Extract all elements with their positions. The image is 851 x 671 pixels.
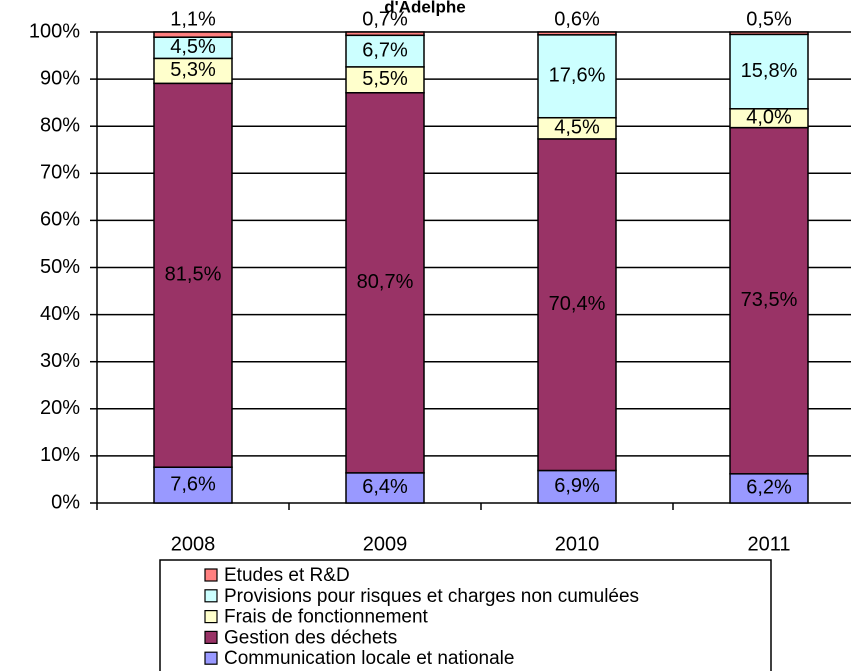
data-label: 6,9% — [554, 475, 600, 497]
data-label: 4,5% — [554, 117, 600, 139]
legend-label: Etudes et R&D — [224, 565, 350, 586]
y-tick-label: 90% — [40, 67, 80, 89]
bar-segment — [153, 466, 233, 504]
y-tick-label: 70% — [40, 162, 80, 184]
y-tick-label: 0% — [51, 491, 80, 513]
x-tick-label: 2011 — [747, 533, 790, 555]
legend-label: Frais de fonctionnement — [224, 607, 429, 628]
bar-segment — [729, 31, 809, 36]
bar-segment — [537, 31, 617, 36]
data-label: 0,7% — [362, 8, 408, 30]
chart-title: d'Adelphe — [384, 0, 466, 16]
data-label: 1,1% — [170, 8, 216, 30]
data-label: 5,5% — [362, 68, 408, 90]
data-label: 17,6% — [549, 65, 606, 87]
legend-swatch — [204, 651, 218, 665]
bar-segment — [153, 82, 233, 468]
legend-label: Communication locale et nationale — [224, 648, 514, 669]
bar-segment — [345, 92, 425, 474]
data-label: 5,3% — [170, 59, 216, 81]
data-label: 6,2% — [746, 477, 792, 499]
y-tick-label: 80% — [40, 114, 80, 136]
bar-segment — [345, 34, 425, 68]
bar-segment — [153, 57, 233, 85]
x-tick-label: 2008 — [171, 533, 216, 555]
y-tick-label: 60% — [40, 209, 80, 231]
data-label: 0,5% — [746, 8, 792, 30]
bar-segment — [345, 31, 425, 37]
data-label: 15,8% — [741, 60, 798, 82]
data-label: 4,0% — [746, 106, 792, 128]
bar-segment — [345, 66, 425, 94]
y-tick-label: 10% — [40, 444, 80, 466]
data-label: 6,4% — [362, 476, 408, 498]
y-tick-label: 40% — [40, 303, 80, 325]
legend-label: Gestion des déchets — [224, 627, 397, 648]
y-tick-label: 20% — [40, 397, 80, 419]
y-tick-label: 100% — [29, 20, 80, 42]
legend-swatch — [204, 630, 218, 645]
legend-label: Provisions pour risques et charges non c… — [224, 586, 639, 607]
data-label: 81,5% — [165, 264, 222, 286]
bar-segment — [537, 469, 617, 504]
y-tick-label: 30% — [40, 350, 80, 372]
legend-swatch — [204, 568, 218, 582]
legend-swatch — [204, 609, 218, 624]
bar-segment — [537, 34, 617, 119]
legend-swatch — [204, 589, 218, 603]
bar-segment — [153, 31, 233, 38]
data-label: 0,6% — [554, 8, 600, 30]
data-label: 70,4% — [549, 293, 606, 315]
bar-segment — [729, 473, 809, 504]
data-label: 4,5% — [170, 36, 216, 58]
bar-segment — [729, 126, 809, 475]
x-tick-label: 2010 — [555, 533, 600, 555]
x-tick-label: 2009 — [363, 533, 408, 555]
data-label: 7,6% — [170, 473, 216, 495]
data-label: 80,7% — [357, 271, 414, 293]
data-label: 73,5% — [741, 289, 798, 311]
bar-segment — [345, 472, 425, 504]
legend-box — [159, 559, 772, 671]
data-label: 6,7% — [362, 39, 408, 61]
y-tick-label: 50% — [40, 256, 80, 278]
